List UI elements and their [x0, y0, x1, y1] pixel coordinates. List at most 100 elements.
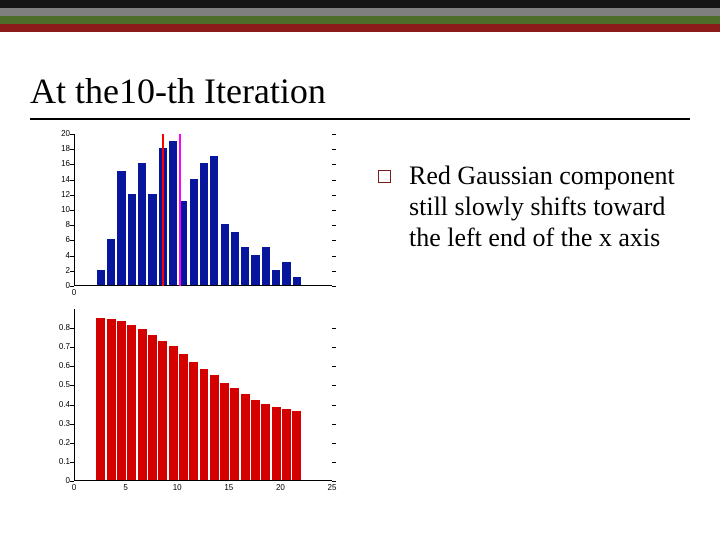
y-tick-mark-right	[332, 271, 336, 272]
title-underline	[30, 118, 690, 120]
y-tick-label: 0.7	[44, 343, 70, 351]
x-tick-label: 20	[270, 484, 290, 492]
bar	[107, 239, 115, 285]
y-tick-mark	[70, 424, 74, 425]
y-tick-mark-right	[332, 443, 336, 444]
y-tick-mark	[70, 328, 74, 329]
slide: At the10-th Iteration 024681012141618200…	[0, 0, 720, 540]
y-tick-mark-right	[332, 328, 336, 329]
y-tick-label: 0.3	[44, 420, 70, 428]
charts-column: 024681012141618200 00.10.20.30.40.50.60.…	[40, 128, 350, 508]
bullet-text: Red Gaussian component still slowly shif…	[409, 160, 688, 254]
y-tick-mark-right	[332, 462, 336, 463]
header-stripe	[0, 0, 720, 32]
x-tick-label: 10	[167, 484, 187, 492]
bar	[292, 411, 301, 480]
bar	[189, 362, 198, 480]
bar	[169, 141, 177, 285]
y-tick-mark-right	[332, 366, 336, 367]
y-tick-label: 18	[44, 145, 70, 153]
plot-area	[74, 134, 332, 286]
y-tick-mark-right	[332, 149, 336, 150]
y-tick-mark	[70, 134, 74, 135]
y-tick-label: 10	[44, 206, 70, 214]
x-tick-label: 5	[116, 484, 136, 492]
bar	[190, 179, 198, 285]
bar	[169, 346, 178, 480]
bar	[158, 341, 167, 481]
gaussian-mean-line	[179, 134, 181, 286]
y-tick-mark-right	[332, 164, 336, 165]
bar	[293, 277, 301, 285]
y-tick-label: 8	[44, 221, 70, 229]
x-tick-label: 25	[322, 484, 342, 492]
y-tick-mark	[70, 271, 74, 272]
bar	[272, 407, 281, 480]
bullet-list: Red Gaussian component still slowly shif…	[378, 160, 688, 254]
bar	[96, 318, 105, 480]
y-tick-mark	[70, 225, 74, 226]
gaussian-mean-line	[162, 134, 164, 286]
bar	[117, 171, 125, 285]
y-tick-mark	[70, 180, 74, 181]
y-tick-label: 6	[44, 236, 70, 244]
y-tick-label: 0.4	[44, 401, 70, 409]
stripe-row	[0, 16, 720, 24]
bar	[138, 329, 147, 480]
y-tick-mark-right	[332, 286, 336, 287]
bar	[148, 335, 157, 480]
bar	[128, 194, 136, 285]
y-tick-mark-right	[332, 195, 336, 196]
bar	[241, 247, 249, 285]
y-tick-mark-right	[332, 347, 336, 348]
bar	[262, 247, 270, 285]
y-tick-mark	[70, 240, 74, 241]
bar	[127, 325, 136, 480]
bullet-icon	[378, 170, 391, 183]
y-tick-mark	[70, 385, 74, 386]
stripe-row	[0, 24, 720, 32]
bar	[97, 270, 105, 285]
y-tick-mark-right	[332, 385, 336, 386]
y-tick-label: 20	[44, 130, 70, 138]
bar	[179, 354, 188, 480]
bar	[117, 321, 126, 480]
bar	[210, 375, 219, 480]
title-block: At the10-th Iteration	[30, 70, 690, 120]
x-tick-label: 15	[219, 484, 239, 492]
y-tick-label: 0.1	[44, 458, 70, 466]
y-tick-mark-right	[332, 405, 336, 406]
bar	[148, 194, 156, 285]
y-tick-mark	[70, 405, 74, 406]
y-tick-mark-right	[332, 424, 336, 425]
bar	[231, 232, 239, 285]
x-tick-label: 0	[64, 484, 84, 492]
bar	[261, 404, 270, 480]
y-tick-mark-right	[332, 225, 336, 226]
bar	[251, 255, 259, 285]
bar	[282, 409, 291, 480]
page-title: At the10-th Iteration	[30, 70, 690, 118]
y-tick-label: 14	[44, 176, 70, 184]
bar	[241, 394, 250, 480]
responsibility-chart: 00.10.20.30.40.50.60.70.80510152025	[40, 303, 350, 503]
y-tick-mark	[70, 286, 74, 287]
y-tick-mark	[70, 256, 74, 257]
y-tick-mark-right	[332, 481, 336, 482]
y-tick-label: 0.5	[44, 381, 70, 389]
y-tick-label: 2	[44, 267, 70, 275]
y-tick-label: 0.2	[44, 439, 70, 447]
x-tick-label: 0	[64, 289, 84, 297]
y-tick-label: 12	[44, 191, 70, 199]
histogram-chart: 024681012141618200	[40, 128, 350, 303]
y-tick-mark-right	[332, 240, 336, 241]
bar	[210, 156, 218, 285]
bar	[200, 369, 209, 480]
bullet-item: Red Gaussian component still slowly shif…	[378, 160, 688, 254]
y-tick-mark	[70, 149, 74, 150]
y-tick-label: 0.8	[44, 324, 70, 332]
bar	[272, 270, 280, 285]
bar	[282, 262, 290, 285]
y-tick-mark	[70, 366, 74, 367]
plot-area	[74, 309, 332, 481]
